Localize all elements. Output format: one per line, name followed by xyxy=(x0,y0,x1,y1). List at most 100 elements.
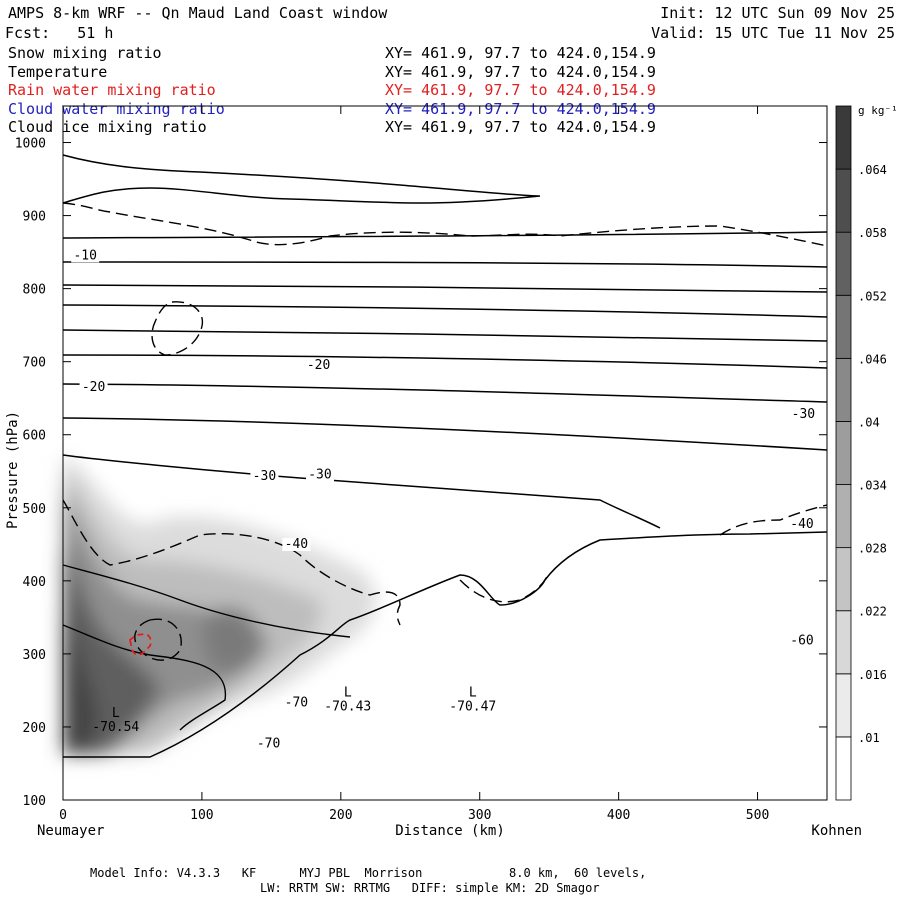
colorbar-segment xyxy=(835,168,852,233)
y-tick-label: 600 xyxy=(23,429,46,444)
colorbar-tick-label: .034 xyxy=(858,479,887,493)
isotherm-label-bg xyxy=(787,634,816,648)
forecast-hour: Fcst: 51 h xyxy=(5,24,114,42)
isotherm-line xyxy=(62,284,828,293)
y-tick-label: 100 xyxy=(23,794,46,809)
isotherm-minus10-upper xyxy=(62,564,351,638)
field-name: Cloud ice mixing ratio xyxy=(8,118,207,136)
isotherm-label-bg xyxy=(305,468,334,482)
isotherm-label-bg xyxy=(254,737,283,751)
x-tick-label: 100 xyxy=(190,808,213,823)
isotherm-line xyxy=(62,417,828,451)
cloud-ice-right xyxy=(719,504,828,536)
colorbar-segment xyxy=(835,294,852,359)
field-name: Snow mixing ratio xyxy=(8,44,162,62)
isotherm-label-bg xyxy=(282,696,311,710)
shade-core-2 xyxy=(203,607,261,673)
snow-shading xyxy=(63,455,377,757)
isotherm-label-bg xyxy=(71,249,100,263)
colorbar-unit: g kg⁻¹ xyxy=(858,104,898,117)
isotherm-label: -70 xyxy=(285,695,308,710)
plot-frame xyxy=(62,105,828,801)
isotherm-label-bg xyxy=(282,537,311,551)
isotherm-label: -20 xyxy=(82,380,105,395)
isotherm-label: -20 xyxy=(307,358,330,373)
field-xy: XY= 461.9, 97.7 to 424.0,154.9 xyxy=(385,62,656,81)
x-axis-label: Distance (km) xyxy=(395,823,505,839)
isotherm-label: -70 xyxy=(257,736,280,751)
isotherm-label: -30 xyxy=(253,469,276,484)
minimum-value: -70.54 xyxy=(92,720,139,735)
colorbar-tick-label: .04 xyxy=(858,415,880,429)
isotherm-label-bg xyxy=(304,358,333,372)
minimum-marker: L xyxy=(112,706,120,721)
colorbar-tick-label: .064 xyxy=(858,163,887,177)
valid-time: Valid: 15 UTC Tue 11 Nov 25 xyxy=(651,24,895,42)
colorbar-segment xyxy=(835,105,852,170)
y-tick-label: 700 xyxy=(23,356,46,371)
isotherm-label-bg xyxy=(789,407,818,421)
isotherm-label-bg xyxy=(787,518,816,532)
x-tick-label: 0 xyxy=(59,808,67,823)
model-info-line-1: Model Info: V4.3.3 KF MYJ PBL Morrison 8… xyxy=(90,866,647,880)
y-tick-label: 200 xyxy=(23,721,46,736)
init-time: Init: 12 UTC Sun 09 Nov 25 xyxy=(660,4,895,22)
isotherm-label-bg xyxy=(79,380,108,394)
isotherm-line xyxy=(62,231,828,239)
rain-water-contour xyxy=(129,633,152,656)
isotherm-line xyxy=(62,329,828,342)
cloud-ice-loop xyxy=(151,301,204,356)
isotherm-label: -40 xyxy=(790,517,813,532)
model-info-line-2: LW: RRTM SW: RRTMG DIFF: simple KM: 2D S… xyxy=(260,881,600,895)
colorbar-segment xyxy=(835,357,852,422)
colorbar-segment xyxy=(835,673,852,738)
colorbar-segment xyxy=(835,736,852,801)
colorbar-segment xyxy=(835,231,852,296)
field-name: Cloud water mixing ratio xyxy=(8,99,225,118)
colorbar-segment xyxy=(835,421,852,485)
isotherm-line xyxy=(62,154,541,204)
y-tick-label: 1000 xyxy=(15,137,46,152)
field-xy: XY= 461.9, 97.7 to 424.0,154.9 xyxy=(385,44,656,62)
cloud-ice-small xyxy=(134,618,182,661)
isotherm-line xyxy=(62,454,661,529)
y-tick-label: 400 xyxy=(23,575,46,590)
cloud-ice-upper xyxy=(62,202,828,247)
isotherm-label: -10 xyxy=(73,248,96,263)
colorbar-tick-label: .052 xyxy=(858,289,887,303)
cloud-ice-lower xyxy=(62,499,401,626)
y-tick-label: 500 xyxy=(23,502,46,517)
field-xy: XY= 461.9, 97.7 to 424.0,154.9 xyxy=(385,118,656,136)
colorbar-tick-label: .01 xyxy=(858,731,880,745)
colorbar-segment xyxy=(835,610,852,675)
minimum-marker: L xyxy=(344,685,352,700)
x-tick-label: 400 xyxy=(607,808,630,823)
y-tick-label: 300 xyxy=(23,648,46,663)
chart-title: AMPS 8-km WRF -- Qn Maud Land Coast wind… xyxy=(8,4,388,22)
isotherms xyxy=(62,154,828,529)
colorbar-tick-label: .016 xyxy=(858,668,887,682)
field-name: Rain water mixing ratio xyxy=(8,81,216,99)
right-endpoint-label: Kohnen xyxy=(811,823,862,839)
isotherm-label: -30 xyxy=(308,468,331,483)
minimum-value: -70.47 xyxy=(449,699,496,714)
isotherm-minus10 xyxy=(62,624,226,731)
field-name: Temperature xyxy=(8,62,108,81)
left-endpoint-label: Neumayer xyxy=(37,823,104,839)
colorbar-tick-label: .028 xyxy=(858,542,887,556)
terrain-outline xyxy=(63,531,828,758)
isotherm-label-bg xyxy=(250,470,279,484)
colorbar-segment xyxy=(835,484,852,549)
isotherm-line xyxy=(62,261,828,268)
colorbar-tick-label: .058 xyxy=(858,226,887,240)
isotherm-label: -40 xyxy=(285,537,308,552)
y-tick-label: 800 xyxy=(23,283,46,298)
isotherm-line xyxy=(62,304,828,318)
field-xy: XY= 461.9, 97.7 to 424.0,154.9 xyxy=(385,99,656,118)
x-tick-label: 300 xyxy=(468,808,491,823)
shade-layer-5 xyxy=(63,600,97,755)
colorbar-segment xyxy=(835,547,852,612)
isotherm-line xyxy=(62,354,828,369)
cloud-ice-dip xyxy=(459,574,549,603)
